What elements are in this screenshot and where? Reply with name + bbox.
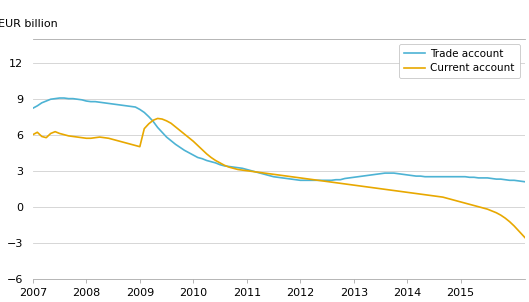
- Trade account: [440, 175, 446, 178]
- Current account: [399, 190, 406, 194]
- Trade account: [30, 106, 36, 110]
- Line: Current account: Current account: [33, 118, 529, 270]
- Legend: Trade account, Current account: Trade account, Current account: [399, 44, 519, 78]
- Current account: [440, 195, 446, 199]
- Trade account: [399, 172, 406, 176]
- Current account: [359, 185, 366, 188]
- Text: EUR billion: EUR billion: [0, 19, 58, 29]
- Line: Trade account: Trade account: [33, 98, 529, 231]
- Trade account: [435, 175, 442, 178]
- Trade account: [57, 96, 63, 100]
- Trade account: [302, 178, 308, 182]
- Current account: [154, 117, 161, 120]
- Current account: [435, 195, 442, 198]
- Trade account: [359, 174, 366, 178]
- Current account: [30, 133, 36, 137]
- Current account: [302, 177, 308, 180]
